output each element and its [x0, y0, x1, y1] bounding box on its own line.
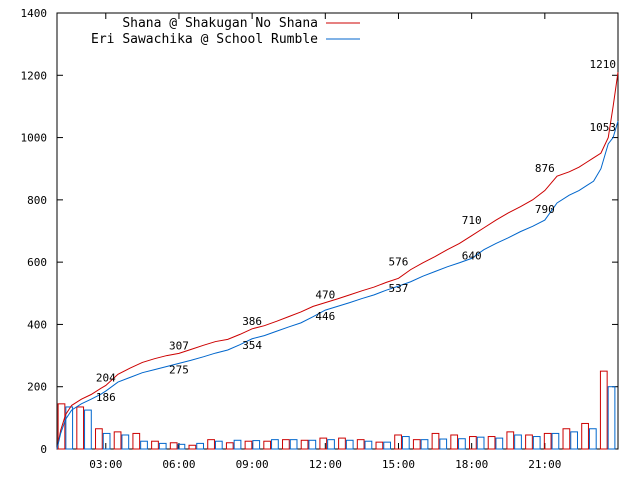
bar-series-2: [308, 439, 317, 450]
bar-series-1: [151, 440, 159, 450]
data-label-series-2: 1053: [590, 121, 617, 134]
bar-series-1: [207, 439, 215, 450]
x-tick-label: 18:00: [455, 458, 488, 471]
bar-series-1: [244, 440, 253, 450]
x-tick-label: 03:00: [89, 458, 122, 471]
bar-series-2: [551, 432, 560, 450]
bar-series-1: [95, 428, 103, 450]
bar-series-1: [469, 436, 477, 450]
bar-series-2: [289, 439, 298, 450]
data-label-series-2: 186: [96, 391, 116, 404]
bar-series-2: [607, 386, 616, 450]
x-tick-label: 21:00: [528, 458, 561, 471]
bar-series-1: [581, 422, 589, 450]
bar-series-1: [319, 437, 328, 450]
y-tick-label: 600: [27, 256, 47, 269]
y-tick-label: 0: [40, 443, 47, 456]
bar-series-1: [394, 434, 402, 450]
bar-series-2: [532, 436, 541, 450]
bar-series-2: [364, 440, 373, 450]
bar-series-2: [102, 432, 111, 450]
bar-series-2: [514, 434, 522, 450]
y-tick-label: 400: [27, 318, 47, 331]
data-label-series-1: 576: [389, 256, 409, 269]
bar-series-1: [525, 434, 533, 450]
data-label-series-2: 446: [315, 310, 335, 323]
x-tick-label: 12:00: [309, 458, 342, 471]
bar-series-2: [121, 434, 130, 450]
x-tick-label: 06:00: [162, 458, 195, 471]
bar-series-1: [57, 403, 66, 450]
bar-series-1: [282, 439, 290, 450]
data-label-series-1: 386: [242, 315, 262, 328]
bar-series-1: [543, 432, 552, 450]
bar-series-2: [158, 442, 167, 450]
bar-series-1: [599, 370, 608, 450]
bar-series-2: [420, 439, 429, 450]
bar-series-2: [458, 438, 466, 450]
y-tick-label: 1000: [21, 132, 48, 145]
bar-series-1: [338, 437, 346, 450]
bar-series-2: [401, 436, 410, 450]
bar-series-2: [476, 436, 485, 450]
bar-series-1: [431, 432, 440, 450]
bar-series-1: [356, 439, 365, 450]
data-label-series-1: 710: [462, 214, 482, 227]
data-label-series-1: 307: [169, 339, 189, 352]
bar-series-1: [169, 442, 178, 450]
y-tick-label: 1400: [21, 7, 48, 20]
bar-series-1: [263, 440, 272, 450]
bar-series-1: [450, 434, 459, 450]
y-tick-label: 800: [27, 194, 47, 207]
legend-label-series-1: Shana @ Shakugan No Shana: [122, 16, 318, 31]
bar-series-2: [439, 438, 448, 450]
bar-series-2: [65, 406, 74, 450]
bar-series-2: [177, 443, 186, 450]
data-label-series-1: 470: [315, 289, 335, 302]
bar-series-2: [214, 440, 223, 450]
data-label-series-2: 354: [242, 339, 262, 352]
data-label-series-2: 537: [389, 282, 409, 295]
plot-frame: [56, 12, 619, 450]
bar-series-2: [570, 431, 578, 450]
x-tick-label: 15:00: [382, 458, 415, 471]
data-label-series-1: 876: [535, 162, 555, 175]
bar-series-2: [252, 440, 261, 450]
bar-series-1: [76, 406, 85, 450]
data-label-series-2: 275: [169, 363, 189, 376]
bar-series-2: [588, 428, 597, 450]
bar-series-2: [271, 439, 279, 450]
bar-series-2: [233, 439, 242, 450]
bar-series-1: [113, 431, 122, 450]
bar-series-1: [132, 432, 141, 450]
data-label-series-2: 790: [535, 203, 555, 216]
bar-series-2: [84, 409, 92, 450]
bar-series-2: [140, 440, 148, 450]
bar-series-1: [188, 444, 197, 450]
y-tick-label: 1200: [21, 69, 48, 82]
line-series-1: [56, 72, 619, 450]
bar-series-2: [345, 439, 354, 450]
bar-series-1: [562, 428, 571, 450]
data-label-series-1: 1210: [590, 58, 617, 71]
bar-series-2: [495, 437, 504, 450]
bar-series-1: [412, 439, 421, 450]
bar-series-2: [383, 441, 391, 450]
bar-series-2: [196, 442, 204, 450]
bar-series-2: [327, 439, 335, 450]
data-label-series-1: 204: [96, 371, 116, 384]
bar-series-1: [300, 439, 309, 450]
data-label-series-2: 640: [462, 250, 482, 263]
legend-label-series-2: Eri Sawachika @ School Rumble: [91, 32, 318, 47]
line-series-2: [56, 120, 619, 450]
bar-series-1: [487, 436, 496, 450]
bar-series-1: [506, 431, 515, 450]
y-tick-label: 200: [27, 381, 47, 394]
x-tick-label: 09:00: [236, 458, 269, 471]
bar-series-1: [225, 442, 234, 450]
bar-series-1: [375, 441, 384, 450]
